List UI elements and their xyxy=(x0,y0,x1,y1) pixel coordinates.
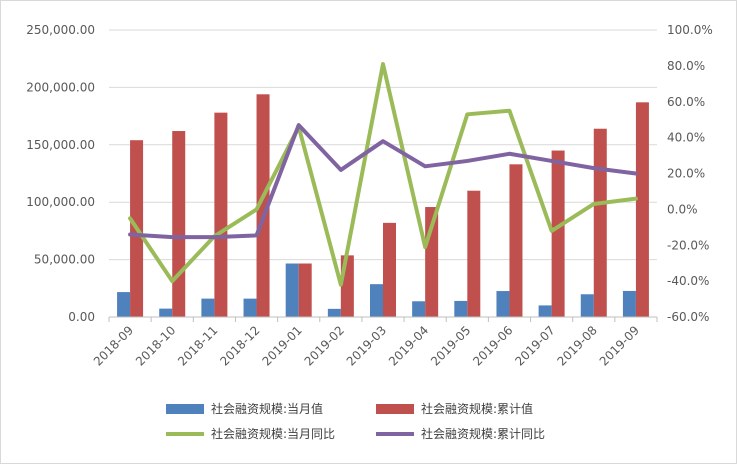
x-tick-label: 2019-09 xyxy=(597,323,642,368)
bar xyxy=(256,94,270,318)
x-tick-label: 2018-11 xyxy=(175,323,220,368)
bar xyxy=(509,164,523,317)
legend-label: 社会融资规模:当月同比 xyxy=(211,426,335,441)
x-tick-label: 2019-06 xyxy=(470,323,515,368)
bar xyxy=(298,263,312,317)
bar xyxy=(285,263,299,317)
x-tick-label: 2019-04 xyxy=(386,323,431,368)
legend-label: 社会融资规模:累计值 xyxy=(421,401,533,416)
x-tick-label: 2018-10 xyxy=(133,323,178,368)
bar xyxy=(467,190,481,317)
right-tick-label: 0.0% xyxy=(667,202,698,216)
right-tick-label: 60.0% xyxy=(667,95,705,109)
x-tick-label: 2019-05 xyxy=(428,323,473,368)
bar xyxy=(383,222,396,317)
axis-labels: 0.00 50,000.00 100,000.00 150,000.00 200,000… xyxy=(26,23,712,369)
right-tick-label: 100.0% xyxy=(667,23,713,37)
legend-swatch xyxy=(166,404,204,414)
x-tick-label: 2019-07 xyxy=(512,323,557,368)
left-tick-label: 150,000.00 xyxy=(26,138,95,152)
bar xyxy=(538,305,552,317)
bar xyxy=(117,292,131,317)
bar xyxy=(496,291,510,317)
bar xyxy=(327,308,341,317)
right-tick-label: 20.0% xyxy=(667,167,705,181)
right-tick-label: 40.0% xyxy=(667,131,705,145)
bar xyxy=(201,298,215,317)
bar xyxy=(412,301,426,317)
right-tick-label: -20.0% xyxy=(667,238,709,252)
bar xyxy=(454,300,468,317)
series-line xyxy=(128,123,638,240)
legend-label: 社会融资规模:累计同比 xyxy=(421,426,545,441)
left-tick-label: 0.00 xyxy=(68,310,95,324)
bar xyxy=(622,290,636,317)
bar xyxy=(551,150,565,317)
bar xyxy=(593,128,607,317)
left-tick-label: 50,000.00 xyxy=(34,253,95,267)
x-tick-label: 2019-03 xyxy=(344,323,389,368)
left-tick-label: 100,000.00 xyxy=(26,195,95,209)
bar xyxy=(243,298,257,317)
bar xyxy=(214,112,228,317)
right-tick-label: -40.0% xyxy=(667,274,709,288)
x-tick-label: 2019-08 xyxy=(555,323,600,368)
x-tick-label: 2018-12 xyxy=(217,323,262,368)
left-tick-label: 250,000.00 xyxy=(26,23,95,37)
bar xyxy=(172,131,186,317)
right-tick-label: 80.0% xyxy=(667,59,705,73)
right-tick-label: -60.0% xyxy=(667,310,709,324)
bar xyxy=(159,308,173,317)
left-tick-label: 200,000.00 xyxy=(26,80,95,94)
x-tick-label: 2019-02 xyxy=(302,323,347,368)
bars xyxy=(117,94,649,318)
bar xyxy=(635,102,649,317)
bar xyxy=(580,294,594,317)
x-tick-label: 2018-09 xyxy=(91,323,136,368)
lines xyxy=(128,62,638,287)
legend-label: 社会融资规模:当月值 xyxy=(211,401,323,416)
bar xyxy=(370,284,383,317)
x-tick-label: 2019-01 xyxy=(259,323,304,368)
legend-swatch xyxy=(376,404,414,414)
